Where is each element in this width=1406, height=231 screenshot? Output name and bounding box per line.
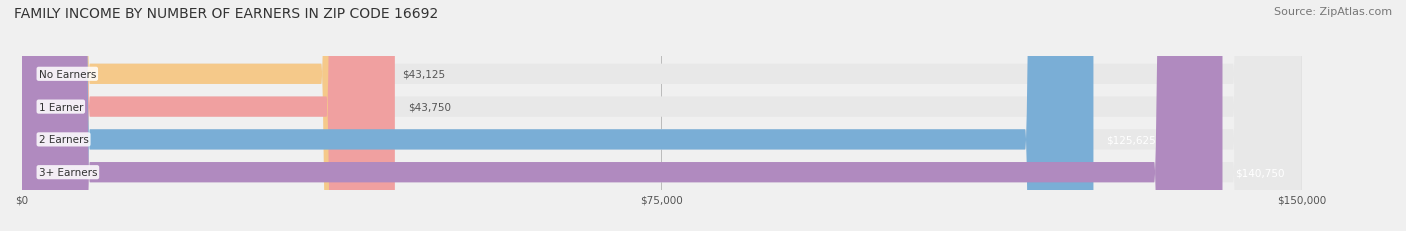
Text: 1 Earner: 1 Earner	[38, 102, 83, 112]
FancyBboxPatch shape	[21, 0, 395, 231]
FancyBboxPatch shape	[21, 0, 1302, 231]
Text: No Earners: No Earners	[38, 70, 96, 79]
Text: FAMILY INCOME BY NUMBER OF EARNERS IN ZIP CODE 16692: FAMILY INCOME BY NUMBER OF EARNERS IN ZI…	[14, 7, 439, 21]
Text: $43,750: $43,750	[408, 102, 451, 112]
FancyBboxPatch shape	[21, 0, 1302, 231]
Text: $140,750: $140,750	[1236, 167, 1285, 177]
FancyBboxPatch shape	[21, 0, 1094, 231]
Text: 3+ Earners: 3+ Earners	[38, 167, 97, 177]
FancyBboxPatch shape	[21, 0, 1222, 231]
FancyBboxPatch shape	[21, 0, 1302, 231]
Text: Source: ZipAtlas.com: Source: ZipAtlas.com	[1274, 7, 1392, 17]
Text: 2 Earners: 2 Earners	[38, 135, 89, 145]
FancyBboxPatch shape	[21, 0, 389, 231]
FancyBboxPatch shape	[21, 0, 1302, 231]
Text: $125,625: $125,625	[1107, 135, 1156, 145]
Text: $43,125: $43,125	[402, 70, 446, 79]
